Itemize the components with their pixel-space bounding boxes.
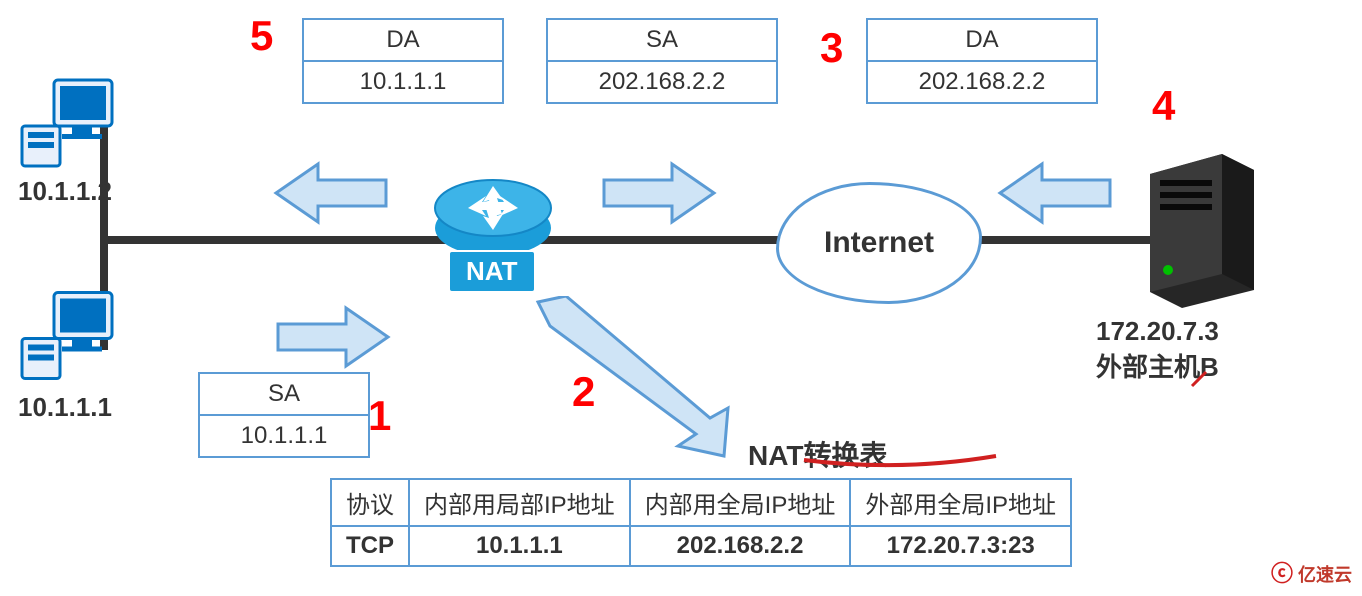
step-5: 5	[250, 12, 273, 60]
da3-val: 202.168.2.2	[867, 61, 1097, 103]
step-4: 4	[1152, 82, 1175, 130]
nat-r1: 10.1.1.1	[409, 526, 630, 566]
nat-r0: TCP	[331, 526, 409, 566]
arrow-1-right	[272, 302, 392, 372]
arrow-3-right	[598, 158, 718, 228]
pc1-ip-label: 10.1.1.2	[18, 176, 112, 207]
sasrc-val: 10.1.1.1	[199, 415, 369, 457]
pc2-icon	[18, 288, 118, 388]
nat-router-label: NAT	[448, 250, 536, 293]
nat-h1: 内部用局部IP地址	[409, 479, 630, 526]
line-main-bus	[100, 236, 1160, 244]
arrow-2-down	[520, 296, 740, 466]
table-da-5: DA 10.1.1.1	[302, 18, 504, 104]
samid-hdr: SA	[547, 19, 777, 61]
server-icon	[1130, 150, 1260, 310]
pc1-icon	[18, 78, 118, 173]
internet-cloud: Internet	[776, 182, 982, 304]
step-3: 3	[820, 24, 843, 72]
sasrc-hdr: SA	[199, 373, 369, 415]
watermark-text: 亿速云	[1298, 565, 1352, 585]
da5-hdr: DA	[303, 19, 503, 61]
red-underline	[800, 446, 1000, 476]
nat-h0: 协议	[331, 479, 409, 526]
server-ip: 172.20.7.3	[1096, 316, 1219, 346]
arrow-4-left	[996, 158, 1116, 228]
step-1: 1	[368, 392, 391, 440]
samid-val: 202.168.2.2	[547, 61, 777, 103]
nat-translation-table: 协议 内部用局部IP地址 内部用全局IP地址 外部用全局IP地址 TCP 10.…	[330, 478, 1072, 567]
nat-h2: 内部用全局IP地址	[630, 479, 851, 526]
nat-h3: 外部用全局IP地址	[850, 479, 1071, 526]
nat-r3: 172.20.7.3:23	[850, 526, 1071, 566]
table-sa-mid: SA 202.168.2.2	[546, 18, 778, 104]
da5-val: 10.1.1.1	[303, 61, 503, 103]
step-2: 2	[572, 368, 595, 416]
watermark-logo: ⓒ 亿速云	[1271, 556, 1352, 588]
red-pen-mark	[1188, 368, 1212, 392]
pc2-ip-label: 10.1.1.1	[18, 392, 112, 423]
da3-hdr: DA	[867, 19, 1097, 61]
arrow-5-left	[272, 158, 392, 228]
nat-r2: 202.168.2.2	[630, 526, 851, 566]
table-sa-src: SA 10.1.1.1	[198, 372, 370, 458]
table-da-3: DA 202.168.2.2	[866, 18, 1098, 104]
